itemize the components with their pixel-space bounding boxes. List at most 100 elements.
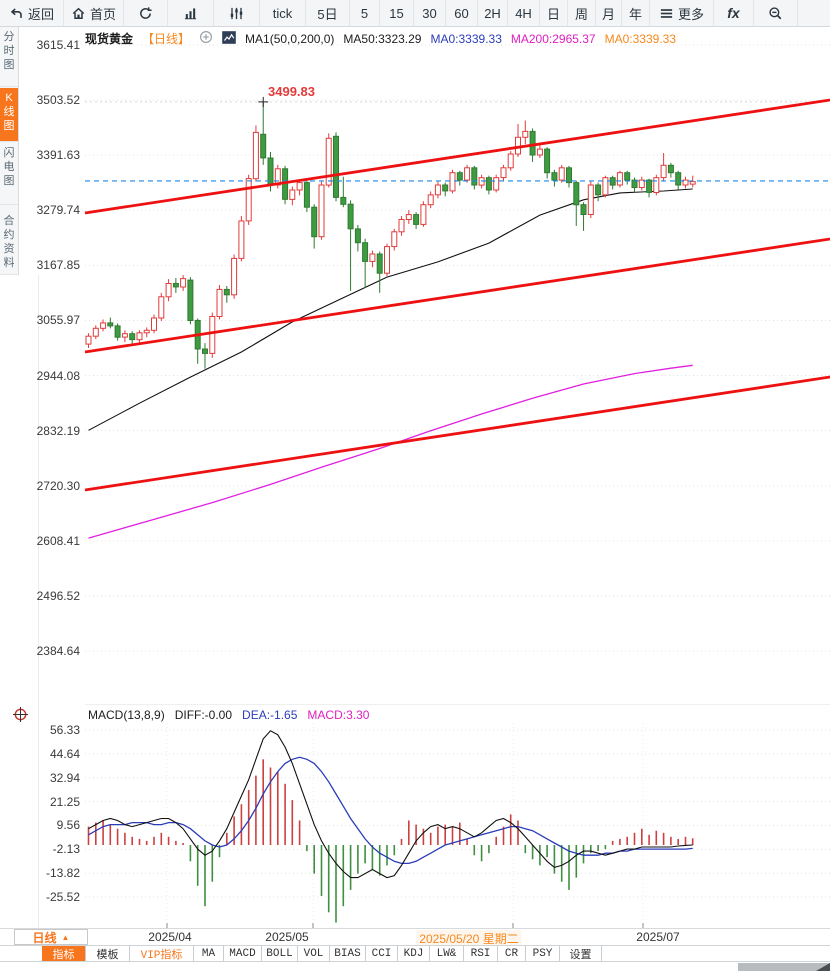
indicator-tab-BIAS[interactable]: BIAS (330, 946, 366, 961)
candle[interactable] (500, 164, 507, 181)
mini-kline-icon[interactable] (222, 30, 236, 47)
candle[interactable] (252, 125, 259, 182)
candle[interactable] (471, 165, 478, 190)
candle[interactable] (464, 164, 471, 183)
candle[interactable] (660, 153, 667, 181)
candle[interactable] (544, 147, 551, 179)
candle[interactable] (478, 174, 485, 189)
candle[interactable] (318, 181, 325, 240)
candle[interactable] (187, 277, 194, 325)
candle[interactable] (631, 177, 638, 193)
candle[interactable] (376, 251, 383, 293)
candle[interactable] (420, 201, 427, 227)
toolbar-tf-2h[interactable]: 2H (478, 0, 508, 26)
toolbar-tf-4h[interactable]: 4H (508, 0, 540, 26)
circle-plus-icon[interactable] (199, 30, 213, 47)
candle[interactable] (121, 330, 128, 343)
indicator-tab-RSI[interactable]: RSI (464, 946, 498, 961)
toolbar-tf-day[interactable]: 日 (540, 0, 568, 26)
candle[interactable] (602, 175, 609, 198)
toolbar-tf-month[interactable]: 月 (596, 0, 622, 26)
toolbar-tf-tick[interactable]: tick (260, 0, 306, 26)
candle[interactable] (558, 164, 565, 183)
candle[interactable] (624, 170, 631, 185)
candle[interactable] (209, 312, 216, 358)
candle[interactable] (354, 224, 361, 252)
candle[interactable] (194, 318, 201, 364)
candle[interactable] (107, 317, 114, 329)
candle[interactable] (391, 228, 398, 251)
candle[interactable] (529, 128, 536, 162)
toolbar-tf-5[interactable]: 5 (350, 0, 380, 26)
sidebar-item-kline-chart[interactable]: K 线 图 (0, 88, 18, 142)
indicator-tab-BOLL[interactable]: BOLL (262, 946, 298, 961)
candle[interactable] (223, 285, 230, 303)
candle[interactable] (405, 210, 412, 224)
candle[interactable] (507, 151, 514, 171)
toolbar-more[interactable]: 更多 (650, 0, 714, 26)
indicator-tab-MA[interactable]: MA (194, 946, 224, 961)
candle[interactable] (245, 174, 252, 225)
candle[interactable] (325, 133, 332, 188)
candle[interactable] (616, 170, 623, 188)
candle[interactable] (282, 165, 289, 205)
indicator-target-icon[interactable] (12, 706, 29, 728)
indicator-tab-CR[interactable]: CR (498, 946, 526, 961)
candle[interactable] (667, 162, 674, 178)
candle[interactable] (551, 169, 558, 187)
candle[interactable] (151, 314, 157, 334)
toolbar-tf-year[interactable]: 年 (622, 0, 650, 26)
indicator-tab-CCI[interactable]: CCI (366, 946, 398, 961)
sidebar-item-time-share-chart[interactable]: 分 时 图 (0, 27, 18, 87)
candle[interactable] (100, 319, 107, 332)
candle[interactable] (238, 216, 245, 262)
indicator-tab-VIP指标[interactable]: VIP指标 (130, 946, 194, 962)
candle[interactable] (442, 182, 449, 197)
candle[interactable] (413, 212, 420, 229)
candle[interactable] (172, 278, 179, 293)
toolbar-tf-15[interactable]: 15 (380, 0, 414, 26)
toolbar-zoom-out[interactable] (754, 0, 798, 26)
candle[interactable] (427, 191, 434, 209)
candle[interactable] (231, 254, 238, 299)
indicator-tab-模板[interactable]: 模板 (86, 946, 130, 962)
candle[interactable] (333, 132, 339, 202)
toolbar-fx[interactable]: fx (714, 0, 754, 26)
candle[interactable] (347, 200, 354, 291)
candle[interactable] (485, 175, 492, 195)
toolbar-tf-5d[interactable]: 5日 (306, 0, 350, 26)
candle[interactable] (573, 180, 580, 226)
candle[interactable] (92, 325, 99, 340)
candle[interactable] (311, 204, 318, 249)
indicator-tab-MACD[interactable]: MACD (224, 946, 262, 961)
candle[interactable] (158, 292, 165, 321)
indicator-tab-LW&[interactable]: LW& (430, 946, 464, 961)
candle[interactable] (340, 176, 347, 208)
indicator-tab-PSY[interactable]: PSY (526, 946, 560, 961)
candle[interactable] (384, 243, 390, 277)
candle[interactable] (595, 182, 602, 202)
candle[interactable] (362, 238, 369, 288)
candle[interactable] (682, 176, 689, 189)
candle[interactable] (398, 216, 405, 236)
trend-channel-lines[interactable] (84, 98, 830, 492)
candle[interactable] (689, 175, 696, 188)
candle[interactable] (456, 170, 463, 186)
toolbar-home[interactable]: 首页 (64, 0, 124, 26)
candle[interactable] (216, 284, 223, 320)
candle[interactable] (260, 101, 267, 165)
candle[interactable] (580, 202, 587, 231)
candle[interactable] (675, 170, 682, 190)
candle[interactable] (129, 331, 136, 345)
candle[interactable] (536, 144, 543, 158)
candle[interactable] (515, 123, 521, 157)
candle[interactable] (136, 330, 143, 344)
candle[interactable] (638, 176, 645, 191)
candle[interactable] (653, 174, 660, 196)
toolbar-tf-60[interactable]: 60 (446, 0, 478, 26)
candle[interactable] (165, 279, 172, 302)
indicator-tab-设置[interactable]: 设置 (560, 946, 602, 962)
candle[interactable] (449, 169, 456, 194)
candle[interactable] (85, 333, 92, 349)
